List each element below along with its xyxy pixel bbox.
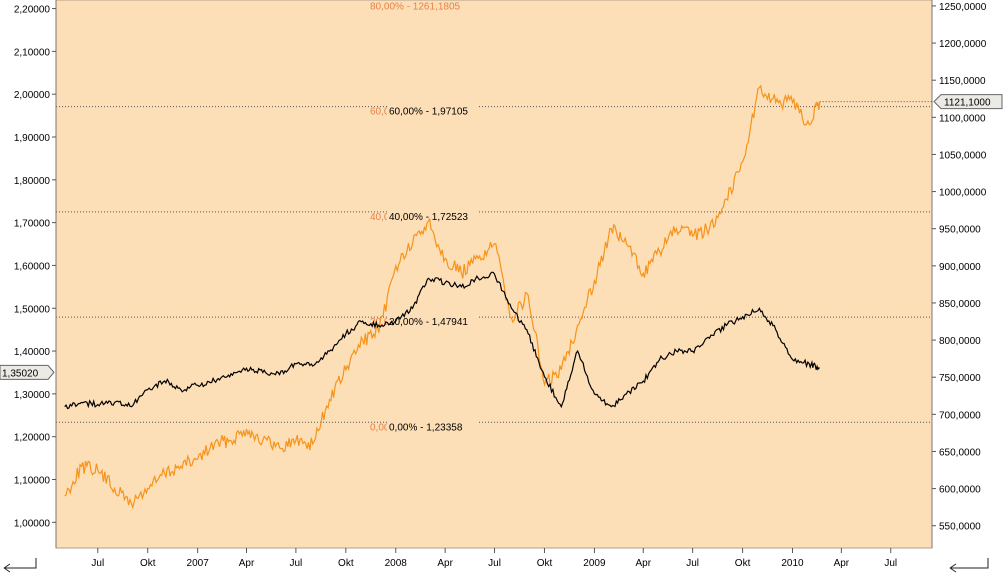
left-tick-label: 1,10000 [14,476,51,487]
x-tick-label: Jul [91,558,104,569]
fib-label-3: 60,00% - 1,97105 [389,107,468,118]
right-tick-label: 550,0000 [939,522,981,533]
right-tick-label: 700,0000 [939,410,981,421]
scroll-left-icon[interactable] [3,558,37,573]
left-tick-label: 1,20000 [14,433,51,444]
left-tick-label: 1,60000 [14,261,51,272]
scroll-right-icon[interactable] [949,558,989,573]
fib-label-bg-2 [387,210,479,222]
right-current-marker [933,94,1003,110]
x-tick-label: Okt [537,558,553,569]
x-tick-label: Apr [834,558,850,569]
x-tick-label: 2009 [583,558,606,569]
left-tick-label: 1,90000 [14,133,51,144]
x-tick-label: Jul [289,558,302,569]
left-tick-label: 2,20000 [14,5,51,16]
x-tick-label: Apr [437,558,453,569]
fib-label-0: 0,00% - 1,23358 [389,422,463,433]
series-line-black [64,271,820,410]
x-tick-label: Jul [884,558,897,569]
left-axis: 1,00000 1,10000 1,20000 1,30000 1,40000 1,500… [14,0,57,548]
right-tick-label: 900,0000 [939,262,981,273]
left-current-label: 1,35020 [2,368,39,379]
current-value-markers: 1,35020 1121,1000 [0,94,1003,380]
fib-label-orange-4: 80,00% - 1261,1805 [370,1,461,12]
x-tick-label: 2010 [781,558,804,569]
left-tick-label: 1,70000 [14,219,51,230]
left-current-marker [0,364,55,380]
right-tick-label: 750,0000 [939,373,981,384]
fib-label-bg-0 [387,421,479,433]
left-tick-label: 2,00000 [14,90,51,101]
series-line-orange [64,84,821,510]
right-tick-label: 1000,0000 [939,188,987,199]
right-tick-label: 600,0000 [939,485,981,496]
right-tick-label: 1100,0000 [939,113,986,124]
left-tick-label: 2,10000 [14,47,51,58]
x-tick-label: Okt [735,558,751,569]
right-axis: 550,0000 600,0000 650,0000 700,0000 750,0000… [931,0,987,548]
right-tick-label: 800,0000 [939,336,981,347]
x-tick-label: Okt [140,558,156,569]
fib-label-bg-1 [387,316,479,328]
x-tick-label: Jul [488,558,501,569]
right-tick-label: 850,0000 [939,299,981,310]
fib-label-2: 40,00% - 1,72523 [389,212,468,223]
right-current-label: 1121,1000 [944,98,991,109]
x-tick-label: Apr [239,558,255,569]
x-tick-label: Okt [338,558,354,569]
fib-label-bg-3 [387,105,479,117]
right-tick-label: 950,0000 [939,225,981,236]
left-tick-label: 1,80000 [14,176,51,187]
left-tick-label: 1,30000 [14,390,51,401]
series-layer [64,84,821,510]
x-tick-label: 2008 [385,558,408,569]
x-tick-label: Apr [635,558,651,569]
right-tick-label: 650,0000 [939,447,981,458]
right-tick-label: 1200,0000 [939,39,987,50]
right-tick-label: 1050,0000 [939,150,987,161]
x-tick-label: Jul [686,558,699,569]
left-tick-label: 1,50000 [14,304,51,315]
x-tick-label: 2007 [187,558,210,569]
fib-label-1: 20,00% - 1,47941 [389,317,468,328]
x-axis: Jul Okt 2007 Apr Jul Okt 2008 Apr Jul Okt 2009 Apr J… [91,548,897,569]
left-tick-label: 1,40000 [14,347,51,358]
right-tick-label: 1250,0000 [939,2,987,13]
right-tick-label: 1150,0000 [939,76,986,87]
left-tick-label: 1,00000 [14,518,51,529]
